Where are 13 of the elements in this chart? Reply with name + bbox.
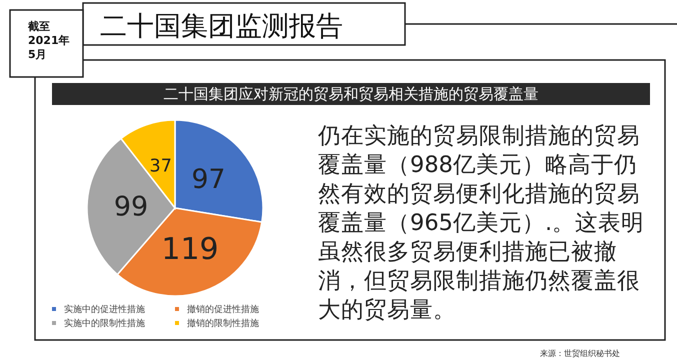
legend-label: 实施中的限制性措施 xyxy=(64,318,145,329)
legend-label: 实施中的促进性措施 xyxy=(64,304,145,315)
legend-label: 撤销的促进性措施 xyxy=(187,304,259,315)
text: 仍在实施的贸易限制措施的贸易覆盖量（988亿美元）略高于仍然有效的贸易便利化措施的贸易覆盖量（965亿美元）.。这表明虽然很多贸易便利措施已被撤消，但贸易限制措施仍然覆盖很大的贸易量。 xyxy=(318,122,646,324)
text: 二十国集团监测报告 xyxy=(100,11,343,42)
data-label: 37 xyxy=(150,156,172,176)
data-label: 119 xyxy=(161,232,219,267)
data-label: 99 xyxy=(114,191,148,222)
data-label: 97 xyxy=(192,164,226,195)
text: 二十国集团应对新冠的贸易和贸易相关措施的贸易覆盖量 xyxy=(164,85,538,103)
legend-label: 撤销的限制性措施 xyxy=(187,318,259,329)
text: 截至 2021年 5月 xyxy=(27,20,70,61)
source-note: 来源：世贸组织秘书处 xyxy=(540,349,620,358)
